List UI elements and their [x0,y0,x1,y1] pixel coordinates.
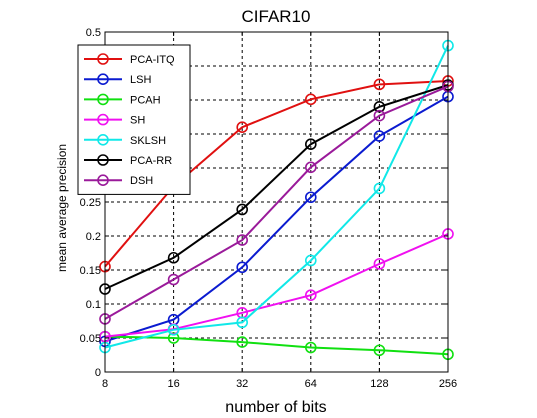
legend-label-pca-itq: PCA-ITQ [130,54,175,66]
data-point-pca-rr [373,101,386,113]
data-point-pcah [304,341,317,354]
series-line-lsh [104,95,449,343]
x-tick-label: 64 [305,378,317,390]
x-tick-label: 32 [236,378,248,390]
legend-marker-sklsh [97,134,109,146]
legend-label-dsh: DSH [130,175,153,187]
data-point-sklsh [167,324,180,336]
data-point-pca-itq [304,93,317,106]
data-point-lsh [304,191,317,204]
y-tick-label: 0.05 [80,333,101,345]
series-line-pcah [104,335,449,356]
y-tick-label: 0.5 [86,27,101,39]
data-point-pca-itq [373,78,386,91]
data-point-dsh [304,161,317,174]
legend-marker-dsh [97,174,109,186]
legend-marker-lsh [97,73,109,85]
data-point-pca-rr [236,203,248,216]
data-point-dsh [236,234,248,246]
x-tick-label: 256 [439,378,457,390]
x-tick-label: 8 [102,378,108,390]
y-axis-label: mean average precision [55,144,69,272]
series-line-sklsh [104,45,449,349]
data-point-lsh [373,130,386,142]
data-point-pca-itq [236,121,248,133]
legend-marker-pcah [97,93,109,106]
data-point-sklsh [236,316,248,329]
x-axis-label: number of bits [225,399,326,416]
data-point-sh [373,258,386,270]
data-point-lsh [236,261,248,274]
legend-label-sh: SH [130,115,145,127]
data-point-sklsh [304,254,317,267]
y-tick-label: 0.15 [80,265,101,277]
legend-label-sklsh: SKLSH [130,135,166,147]
series-lines [99,39,454,361]
x-tick-label: 16 [167,378,179,390]
data-point-pca-rr [304,138,317,150]
data-point-sklsh [373,182,386,195]
legend-marker-sh [97,113,109,126]
data-point-pca-rr [167,251,180,264]
legend: PCA-ITQ LSH PCAH SH SKLSH PCA-RR DSH [77,44,191,195]
series-line-dsh [104,85,449,320]
series-line-pca-rr [104,84,449,290]
series-line-pca-itq [104,80,449,268]
y-tick-label: 0.2 [86,231,101,243]
legend-label-lsh: LSH [130,74,151,86]
y-tick-label: 0.1 [86,299,101,311]
series-line-sh [104,233,449,338]
data-point-pcah [373,344,386,357]
y-tick-label: 0 [95,367,101,379]
data-point-dsh [373,109,386,122]
data-point-pcah [167,332,180,344]
legend-marker-pca-itq [97,53,109,65]
y-tick-label: 0.25 [80,197,101,209]
data-point-sh [304,289,317,301]
data-point-pcah [236,336,248,348]
legend-marker-pca-rr [97,154,109,166]
legend-label-pcah: PCAH [130,94,161,106]
x-tick-label: 128 [370,378,388,390]
chart-title: CIFAR10 [242,7,311,26]
legend-label-pca-rr: PCA-RR [130,155,172,167]
data-point-dsh [167,273,180,286]
